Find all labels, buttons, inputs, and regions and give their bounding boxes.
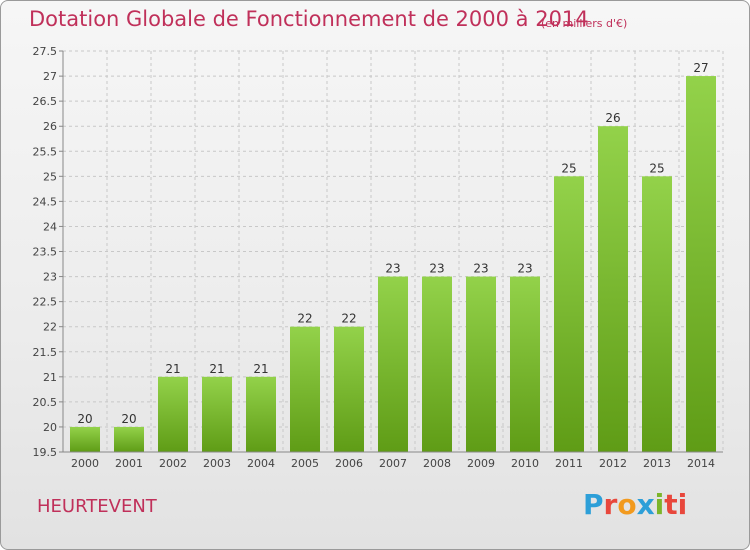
- bar-2012: [598, 126, 628, 452]
- data-label: 23: [473, 262, 488, 276]
- chart-title: Dotation Globale de Fonctionnement de 20…: [29, 7, 589, 31]
- y-tick-label: 23.5: [33, 246, 58, 259]
- x-tick-label: 2001: [115, 457, 143, 470]
- data-label: 22: [297, 312, 312, 326]
- data-label: 23: [429, 262, 444, 276]
- bar-2009: [466, 276, 496, 452]
- bar-2013: [642, 176, 672, 452]
- y-tick-label: 23: [43, 271, 57, 284]
- proxiti-logo: Proxiti: [583, 488, 688, 521]
- x-tick-label: 2014: [687, 457, 715, 470]
- x-tick-label: 2003: [203, 457, 231, 470]
- town-name: HEURTEVENT: [37, 496, 157, 517]
- y-tick-label: 21.5: [33, 346, 58, 359]
- y-tick-label: 25: [43, 170, 57, 183]
- x-tick-label: 2000: [71, 457, 99, 470]
- bar-2006: [334, 326, 364, 452]
- chart-unit: (en milliers d'€): [541, 17, 628, 30]
- y-tick-label: 27: [43, 70, 57, 83]
- x-tick-label: 2010: [511, 457, 539, 470]
- data-label: 23: [385, 262, 400, 276]
- x-tick-label: 2013: [643, 457, 671, 470]
- x-tick-label: 2007: [379, 457, 407, 470]
- y-tick-label: 19.5: [33, 446, 58, 459]
- bar-2003: [202, 376, 232, 452]
- bar-2014: [686, 76, 716, 452]
- bar-2007: [378, 276, 408, 452]
- data-label: 25: [561, 161, 576, 175]
- x-tick-label: 2011: [555, 457, 583, 470]
- x-tick-label: 2004: [247, 457, 275, 470]
- y-tick-label: 27.5: [33, 45, 58, 58]
- y-tick-label: 22: [43, 321, 57, 334]
- x-tick-label: 2002: [159, 457, 187, 470]
- data-label: 21: [253, 362, 268, 376]
- y-tick-label: 22.5: [33, 296, 58, 309]
- bar-2001: [114, 426, 144, 452]
- bar-2002: [158, 376, 188, 452]
- bar-2000: [70, 426, 100, 452]
- y-tick-label: 26.5: [33, 95, 58, 108]
- data-label: 22: [341, 312, 356, 326]
- data-label: 21: [165, 362, 180, 376]
- x-tick-label: 2009: [467, 457, 495, 470]
- x-tick-label: 2008: [423, 457, 451, 470]
- data-label: 27: [693, 61, 708, 75]
- y-tick-label: 24.5: [33, 195, 58, 208]
- bar-2008: [422, 276, 452, 452]
- data-label: 20: [77, 412, 92, 426]
- data-label: 26: [605, 111, 620, 125]
- bars: 20 20 21 21 21 22 22 23 23 23 23 25 26 25 27: [70, 61, 716, 452]
- x-tick-label: 2005: [291, 457, 319, 470]
- bar-2004: [246, 376, 276, 452]
- y-tick-label: 26: [43, 120, 57, 133]
- y-tick-label: 20: [43, 421, 57, 434]
- y-tick-label: 21: [43, 371, 57, 384]
- y-tick-label: 20.5: [33, 396, 58, 409]
- y-tick-label: 24: [43, 220, 57, 233]
- bar-2010: [510, 276, 540, 452]
- data-label: 20: [121, 412, 136, 426]
- y-tick-label: 25.5: [33, 145, 58, 158]
- data-label: 21: [209, 362, 224, 376]
- bar-2005: [290, 326, 320, 452]
- x-tick-label: 2006: [335, 457, 363, 470]
- data-label: 25: [649, 161, 664, 175]
- bar-2011: [554, 176, 584, 452]
- data-label: 23: [517, 262, 532, 276]
- axes: 19.5 20 20.5 21 21.5 22 22.5 23 23.5 24 24.5 25 25.5…: [33, 45, 723, 470]
- x-tick-label: 2012: [599, 457, 627, 470]
